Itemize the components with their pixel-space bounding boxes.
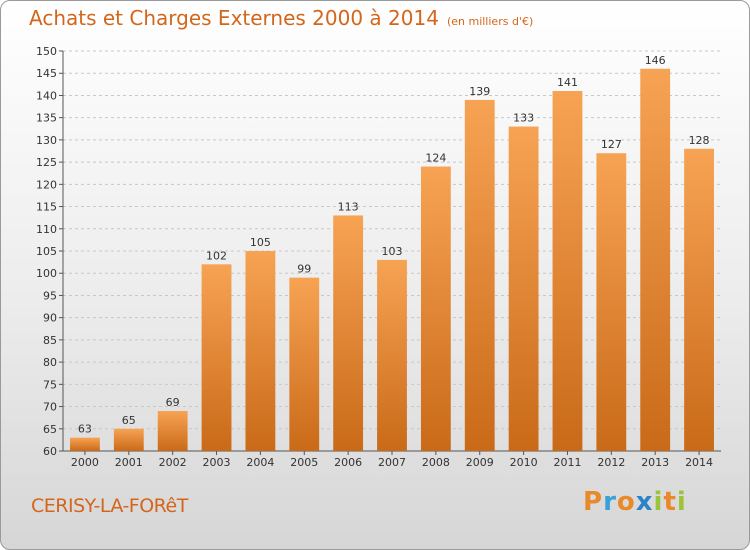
y-tick-label: 90 bbox=[43, 312, 57, 325]
x-tick-label: 2010 bbox=[510, 456, 538, 469]
data-label-2012: 127 bbox=[601, 138, 622, 151]
bar-layer bbox=[70, 68, 714, 452]
data-label-2010: 133 bbox=[513, 112, 534, 125]
brand-letter: i bbox=[653, 487, 664, 517]
data-label-2007: 103 bbox=[382, 245, 403, 258]
x-tick-label: 2001 bbox=[115, 456, 143, 469]
data-label-2004: 105 bbox=[250, 236, 271, 249]
brand-letter: t bbox=[663, 487, 677, 517]
x-tick-label: 2005 bbox=[290, 456, 318, 469]
x-tick-label: 2013 bbox=[641, 456, 669, 469]
data-label-2001: 65 bbox=[122, 414, 136, 427]
y-tick-label: 70 bbox=[43, 401, 57, 414]
chart-subtitle: (en milliers d'€) bbox=[446, 15, 534, 28]
x-tick-label: 2004 bbox=[246, 456, 274, 469]
data-label-2008: 124 bbox=[425, 152, 446, 165]
bar-2012[interactable] bbox=[596, 153, 627, 451]
y-tick-label: 120 bbox=[36, 178, 57, 191]
y-tick-label: 115 bbox=[36, 201, 57, 214]
bar-2014[interactable] bbox=[684, 148, 714, 451]
y-tick-label: 100 bbox=[36, 267, 57, 280]
bar-2006[interactable] bbox=[333, 215, 364, 451]
label-layer: 63 65 69 102 105 99 113 103 124 139 133 141 127 146 12… bbox=[78, 54, 710, 436]
x-tick-label: 2012 bbox=[597, 456, 625, 469]
bar-2008[interactable] bbox=[420, 166, 451, 452]
data-label-2006: 113 bbox=[338, 200, 359, 213]
data-label-2014: 128 bbox=[689, 134, 710, 147]
brand-letter: x bbox=[635, 487, 654, 517]
y-tick-label: 80 bbox=[43, 356, 57, 369]
y-tick-label: 130 bbox=[36, 134, 57, 147]
x-tick-label: 2014 bbox=[685, 456, 713, 469]
bar-2010[interactable] bbox=[508, 126, 539, 452]
bar-2004[interactable] bbox=[245, 251, 276, 451]
data-label-2011: 141 bbox=[557, 76, 578, 89]
y-tick-label: 135 bbox=[36, 112, 57, 125]
chart-title: Achats et Charges Externes 2000 à 2014 (e… bbox=[29, 6, 533, 30]
y-tick-label: 150 bbox=[36, 45, 57, 58]
x-tick-label: 2011 bbox=[553, 456, 581, 469]
bar-2003[interactable] bbox=[201, 264, 232, 451]
x-tick-label: 2009 bbox=[466, 456, 494, 469]
bar-2009[interactable] bbox=[464, 99, 495, 451]
y-tick-label: 125 bbox=[36, 156, 57, 169]
y-tick-label: 95 bbox=[43, 289, 57, 302]
bar-2000[interactable] bbox=[70, 437, 100, 451]
y-tick-label: 105 bbox=[36, 245, 57, 258]
bar-2013[interactable] bbox=[640, 68, 671, 452]
data-label-2005: 99 bbox=[297, 263, 311, 276]
y-tick-label: 85 bbox=[43, 334, 57, 347]
data-label-2009: 139 bbox=[469, 85, 490, 98]
bar-2002[interactable] bbox=[157, 411, 188, 451]
y-tick-label: 75 bbox=[43, 378, 57, 391]
bar-2001[interactable] bbox=[113, 428, 144, 451]
place-name: CERISY-LA-FORêT bbox=[31, 495, 188, 517]
bar-2011[interactable] bbox=[552, 91, 583, 451]
y-tick-label: 65 bbox=[43, 423, 57, 436]
x-tick-label: 2008 bbox=[422, 456, 450, 469]
data-label-2002: 69 bbox=[166, 396, 180, 409]
brand-letter: i bbox=[676, 487, 687, 517]
y-tick-label: 140 bbox=[36, 89, 57, 102]
bar-2007[interactable] bbox=[377, 259, 407, 451]
y-tick-label: 60 bbox=[43, 445, 57, 458]
y-tick-label: 145 bbox=[36, 67, 57, 80]
x-tick-label: 2000 bbox=[71, 456, 99, 469]
data-label-2013: 146 bbox=[645, 54, 666, 67]
brand-letter: r bbox=[603, 487, 617, 517]
y-tick-label: 110 bbox=[36, 223, 57, 236]
bar-2005[interactable] bbox=[289, 277, 320, 451]
chart-title-text: Achats et Charges Externes 2000 à 2014 bbox=[29, 6, 439, 30]
brand-letter: o bbox=[616, 487, 636, 517]
x-tick-label: 2003 bbox=[203, 456, 231, 469]
x-tick-label: 2006 bbox=[334, 456, 362, 469]
brand-logo[interactable]: Proxiti bbox=[583, 487, 687, 517]
x-tick-label: 2002 bbox=[159, 456, 187, 469]
brand-letter: P bbox=[583, 487, 604, 517]
x-tick-label: 2007 bbox=[378, 456, 406, 469]
data-label-2003: 102 bbox=[206, 249, 227, 262]
data-label-2000: 63 bbox=[78, 423, 92, 436]
axis-layer: 60 65 70 75 80 85 90 95 100 105 110 115 120 125 130 135… bbox=[36, 45, 721, 469]
